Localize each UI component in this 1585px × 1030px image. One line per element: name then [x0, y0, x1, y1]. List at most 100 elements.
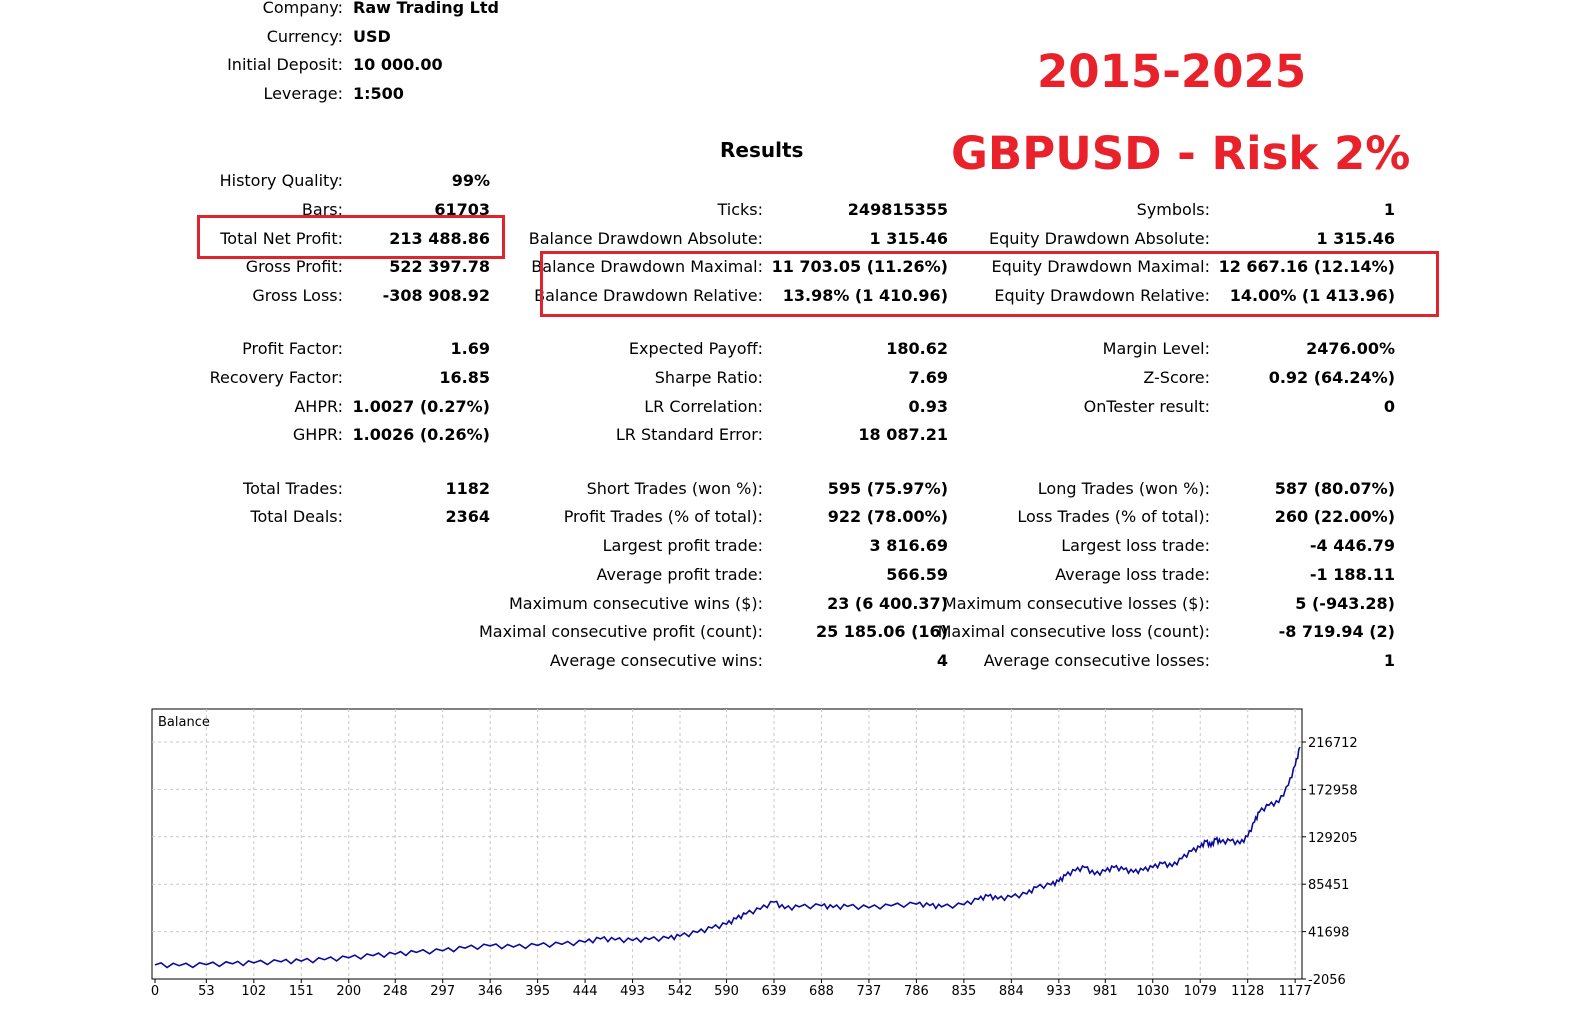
stat-row: Equity Drawdown Maximal: 12 667.16 (12.14…: [0, 255, 1585, 279]
stat-label: Average consecutive wins:: [549, 651, 763, 670]
stat-row: Largest profit trade: 3 816.69: [0, 534, 1585, 558]
stat-label: Margin Level:: [1102, 339, 1210, 358]
x-tick-label: 1128: [1231, 984, 1264, 999]
stat-value: 260 (22.00%): [1274, 507, 1395, 526]
x-tick-label: 1177: [1279, 984, 1312, 999]
stat-label: Balance Drawdown Maximal:: [531, 257, 763, 276]
stat-row: LR Standard Error: 18 087.21: [0, 423, 1585, 447]
stat-row: Long Trades (won %): 587 (80.07%): [0, 477, 1585, 501]
stat-label: Average consecutive losses:: [983, 651, 1210, 670]
results-title: Results: [720, 138, 804, 162]
stat-value: 213 488.86: [389, 229, 490, 248]
stat-label: Ticks:: [717, 200, 763, 219]
stat-value: 1 315.46: [1316, 229, 1395, 248]
stat-row: Total Deals: 2364: [0, 505, 1585, 529]
stat-row: Average profit trade: 566.59: [0, 563, 1585, 587]
stat-value: 4: [936, 651, 948, 670]
stat-row: Gross Profit: 522 397.78: [0, 255, 1585, 279]
stat-label: Maximum consecutive wins ($):: [508, 594, 763, 613]
stat-value: 11 703.05 (11.26%): [771, 257, 948, 276]
stat-row: OnTester result: 0: [0, 395, 1585, 419]
x-tick-label: 200: [336, 984, 361, 999]
stat-value: 7.69: [908, 368, 948, 387]
stat-value: 587 (80.07%): [1274, 479, 1395, 498]
stat-value: 2476.00%: [1306, 339, 1395, 358]
stat-value: 1182: [445, 479, 490, 498]
stat-row: AHPR: 1.0027 (0.27%): [0, 395, 1585, 419]
stat-row: Gross Loss: -308 908.92: [0, 284, 1585, 308]
stat-label: Equity Drawdown Maximal:: [991, 257, 1210, 276]
stat-label: Total Trades:: [243, 479, 343, 498]
stat-label: Largest profit trade:: [602, 536, 763, 555]
stat-row: Loss Trades (% of total): 260 (22.00%): [0, 505, 1585, 529]
stat-label: Maximum consecutive losses ($):: [942, 594, 1210, 613]
header-value: Raw Trading Ltd: [353, 0, 499, 17]
x-tick-label: 884: [999, 984, 1024, 999]
stat-value: 0: [1383, 397, 1395, 416]
stat-label: Recovery Factor:: [209, 368, 343, 387]
stat-value: 1.69: [450, 339, 490, 358]
stat-label: AHPR:: [294, 397, 343, 416]
x-tick-label: 1030: [1136, 984, 1169, 999]
stat-row: Balance Drawdown Maximal: 11 703.05 (11.2…: [0, 255, 1585, 279]
stat-label: Loss Trades (% of total):: [1017, 507, 1210, 526]
stat-label: Maximal consecutive loss (count):: [937, 622, 1210, 641]
x-tick-label: 248: [383, 984, 408, 999]
stat-value: 1: [1383, 651, 1395, 670]
stat-label: Expected Payoff:: [628, 339, 763, 358]
stat-row: Ticks: 249815355: [0, 198, 1585, 222]
stat-value: 922 (78.00%): [827, 507, 948, 526]
x-tick-label: 639: [762, 984, 787, 999]
stat-row: Maximal consecutive loss (count): -8 719.…: [0, 620, 1585, 644]
stat-label: Equity Drawdown Relative:: [994, 286, 1210, 305]
stat-value: 61703: [434, 200, 490, 219]
stat-row: Recovery Factor: 16.85: [0, 366, 1585, 390]
stat-value: 1.0026 (0.26%): [352, 425, 490, 444]
y-tick-label: 216712: [1308, 736, 1358, 751]
header-label: Company:: [262, 0, 343, 17]
stat-value: 12 667.16 (12.14%): [1218, 257, 1395, 276]
stat-label: Gross Profit:: [245, 257, 343, 276]
stat-row: Sharpe Ratio: 7.69: [0, 366, 1585, 390]
stat-label: Bars:: [301, 200, 343, 219]
x-tick-label: 1079: [1184, 984, 1217, 999]
stat-row: Bars: 61703: [0, 198, 1585, 222]
stat-value: 1: [1383, 200, 1395, 219]
header-currency: Currency: USD: [0, 25, 600, 49]
x-tick-label: 395: [525, 984, 550, 999]
header-leverage: Leverage: 1:500: [0, 82, 600, 106]
stat-row: Maximum consecutive losses ($): 5 (-943.2…: [0, 592, 1585, 616]
stat-row: Z-Score: 0.92 (64.24%): [0, 366, 1585, 390]
x-tick-label: 297: [430, 984, 455, 999]
stat-row: Profit Factor: 1.69: [0, 337, 1585, 361]
stat-value: 0.93: [908, 397, 948, 416]
x-tick-label: 981: [1093, 984, 1118, 999]
stat-label: Short Trades (won %):: [586, 479, 763, 498]
stat-value: 16.85: [439, 368, 490, 387]
stat-label: Maximal consecutive profit (count):: [478, 622, 763, 641]
stat-value: 522 397.78: [389, 257, 490, 276]
x-tick-label: 444: [573, 984, 598, 999]
symbol-risk-overlay: GBPUSD - Risk 2%: [951, 127, 1411, 180]
stat-value: 249815355: [847, 200, 948, 219]
stat-label: Profit Trades (% of total):: [563, 507, 763, 526]
chart-title: Balance: [158, 715, 210, 730]
header-company: Company: Raw Trading Ltd: [0, 0, 600, 20]
stat-value: 18 087.21: [858, 425, 948, 444]
stat-label: LR Standard Error:: [615, 425, 763, 444]
stat-label: Average profit trade:: [596, 565, 763, 584]
stat-row: Balance Drawdown Relative: 13.98% (1 410.…: [0, 284, 1585, 308]
stat-label: Average loss trade:: [1055, 565, 1210, 584]
stat-value: -8 719.94 (2): [1278, 622, 1395, 641]
stat-row: Largest loss trade: -4 446.79: [0, 534, 1585, 558]
highlight-net-profit: [197, 215, 505, 259]
stat-row: Average consecutive losses: 1: [0, 649, 1585, 673]
stat-value: 595 (75.97%): [827, 479, 948, 498]
stat-value: 566.59: [886, 565, 948, 584]
stat-row: Short Trades (won %): 595 (75.97%): [0, 477, 1585, 501]
stat-row: LR Correlation: 0.93: [0, 395, 1585, 419]
y-tick-label: 85451: [1308, 878, 1349, 893]
stat-label: Symbols:: [1136, 200, 1210, 219]
stat-label: Gross Loss:: [252, 286, 343, 305]
x-tick-label: 102: [241, 984, 266, 999]
